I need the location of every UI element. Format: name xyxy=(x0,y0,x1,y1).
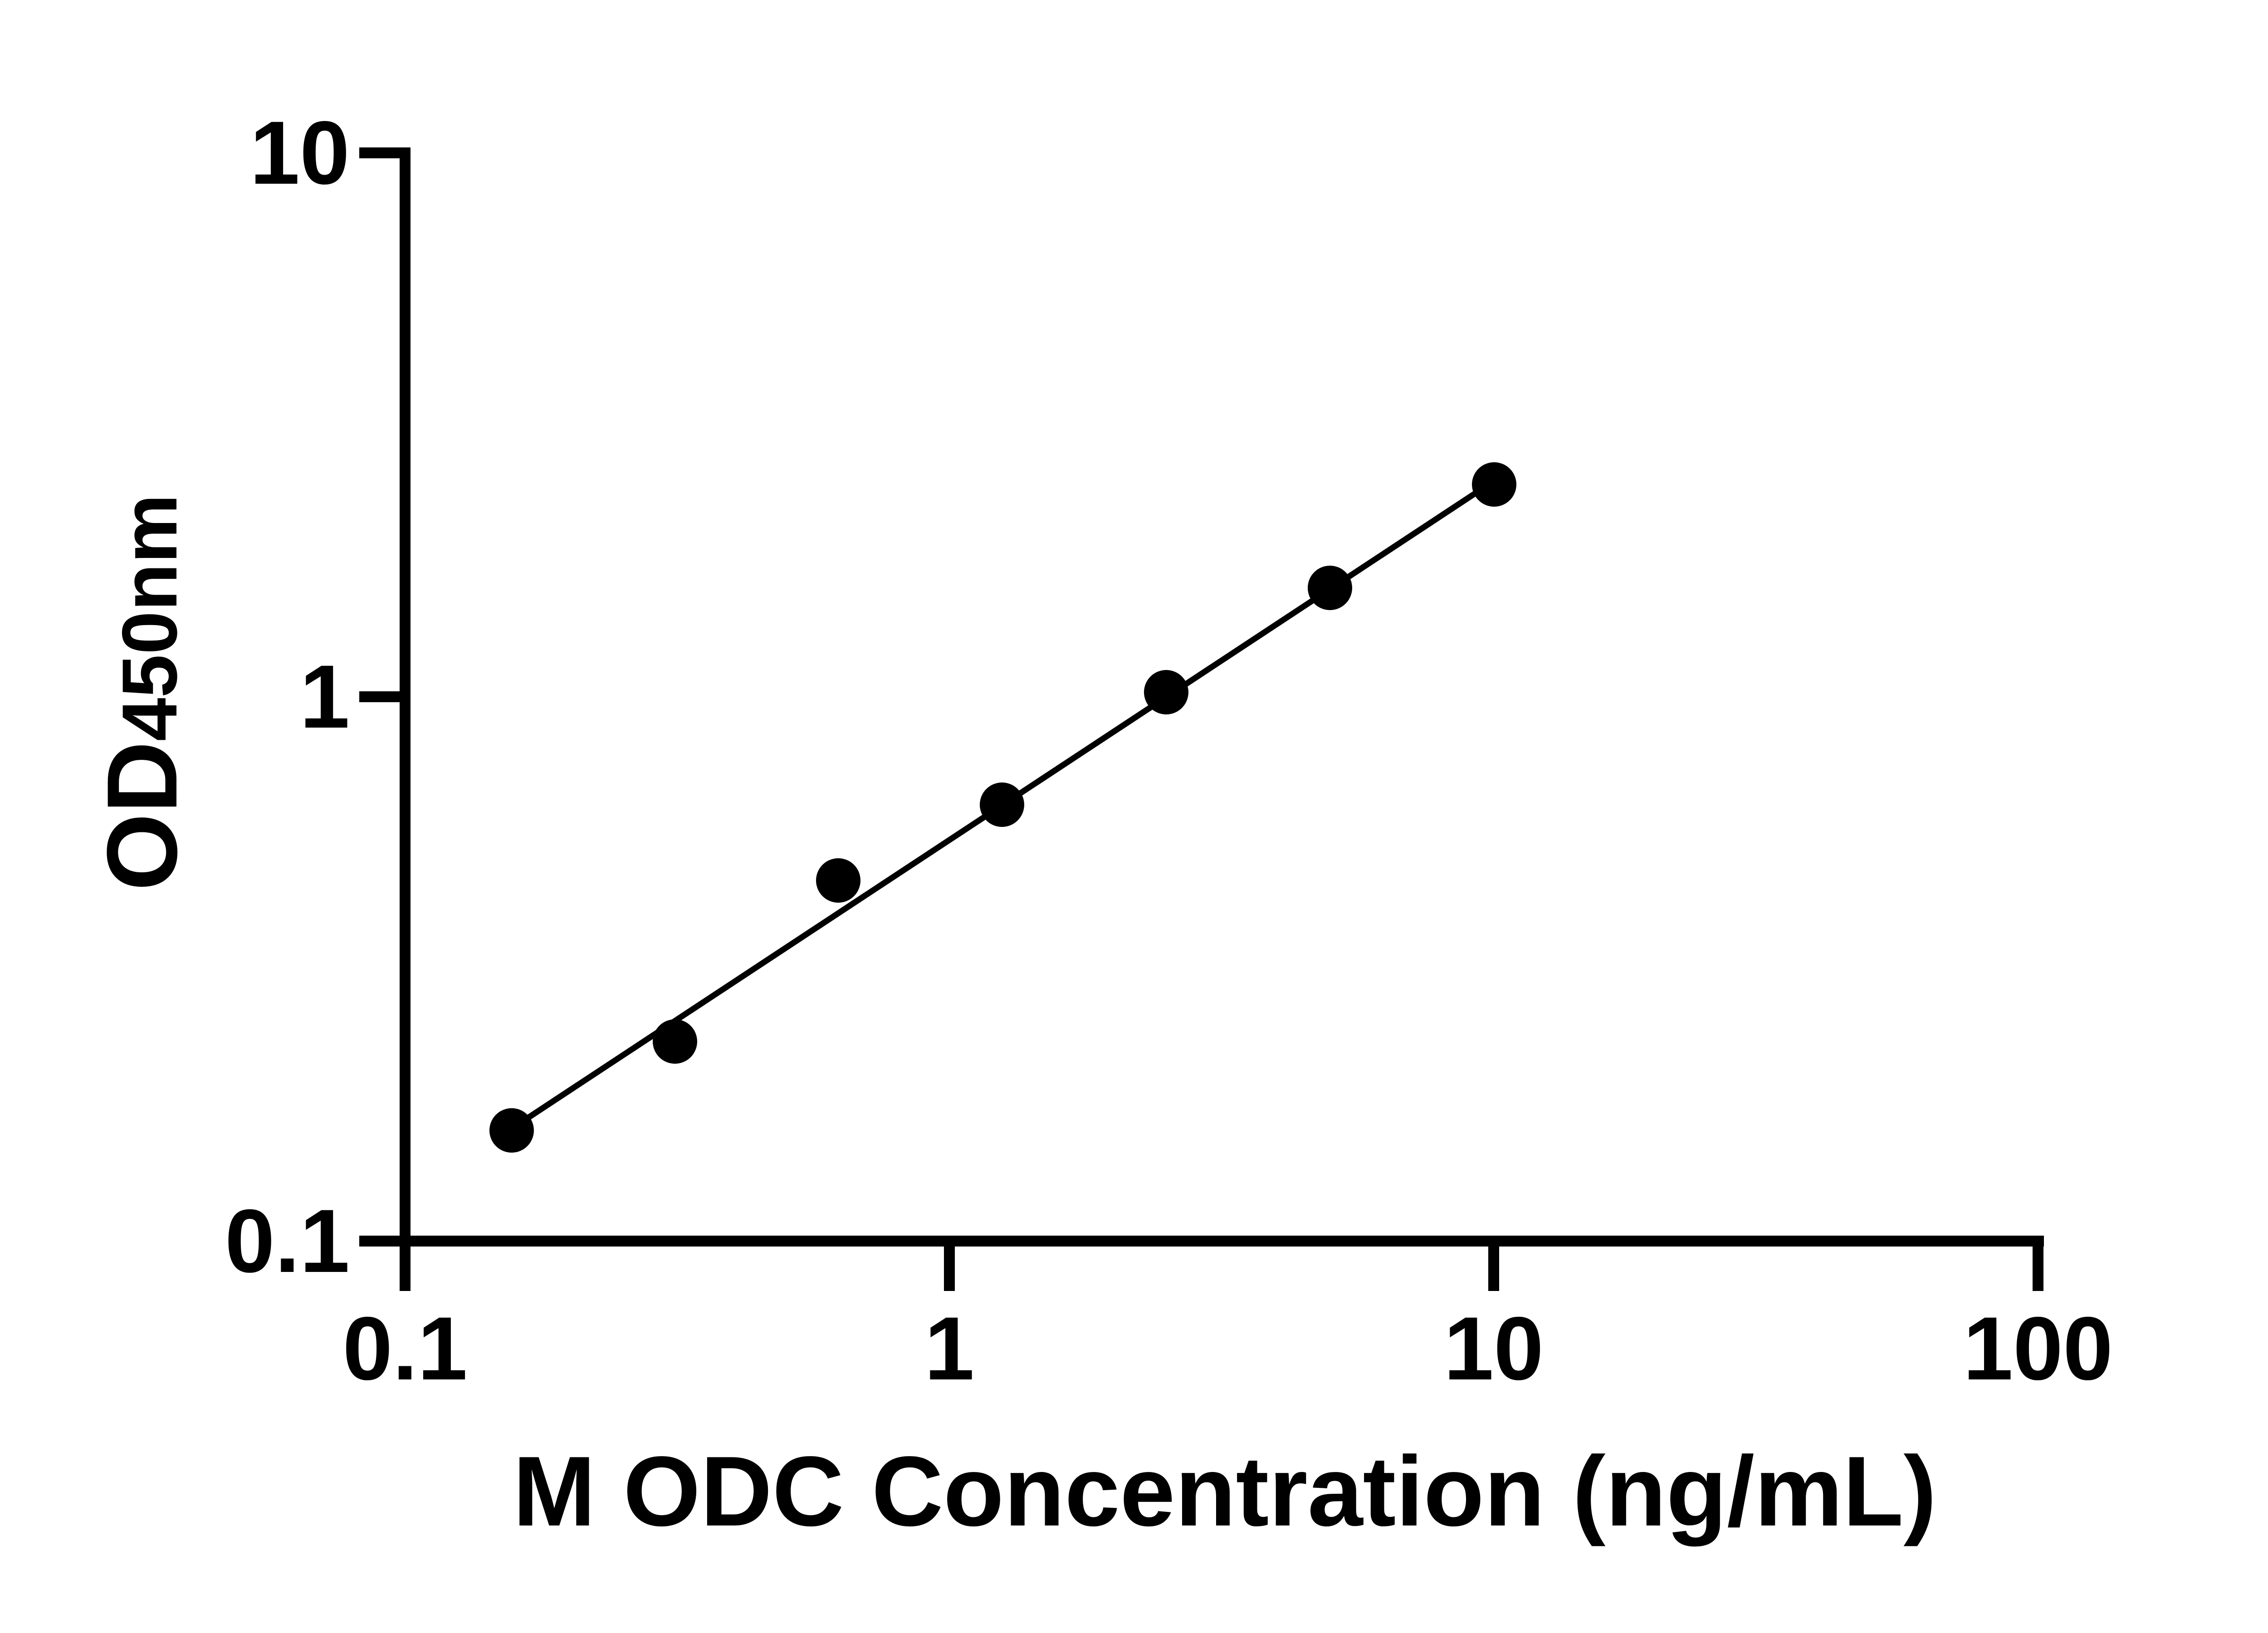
svg-text:1: 1 xyxy=(300,646,350,747)
svg-text:100: 100 xyxy=(1963,1298,2113,1398)
svg-text:1: 1 xyxy=(924,1298,974,1398)
svg-text:10: 10 xyxy=(250,103,350,203)
svg-text:M ODC Concentration (ng/mL): M ODC Concentration (ng/mL) xyxy=(513,1436,1937,1547)
svg-text:10: 10 xyxy=(1444,1298,1544,1398)
svg-text:0.1: 0.1 xyxy=(225,1191,350,1291)
svg-text:0.1: 0.1 xyxy=(342,1298,467,1398)
